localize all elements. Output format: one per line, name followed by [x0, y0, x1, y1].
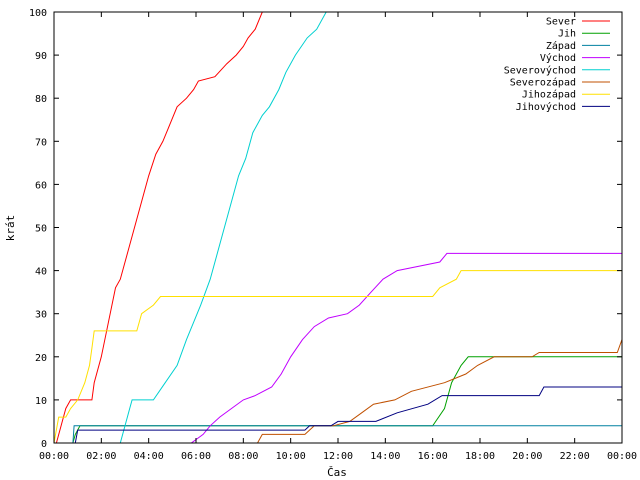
x-tick-label: 04:00 — [134, 451, 164, 462]
x-tick-label: 22:00 — [560, 451, 590, 462]
series-line-0 — [55, 12, 263, 443]
y-tick-label: 40 — [35, 267, 47, 278]
legend-label-4: Severovýchod — [504, 64, 576, 76]
y-tick-label: 100 — [29, 8, 47, 19]
y-axis-label: krát — [4, 215, 17, 242]
y-tick-label: 60 — [35, 180, 47, 191]
legend-label-0: Sever — [546, 17, 576, 28]
x-tick-label: 20:00 — [512, 451, 542, 462]
series-line-6 — [54, 270, 622, 443]
legend-label-7: Jihovýchod — [516, 101, 576, 113]
x-tick-label: 00:00 — [607, 451, 637, 462]
y-tick-label: 30 — [35, 310, 47, 321]
y-tick-label: 20 — [35, 353, 47, 364]
y-tick-label: 50 — [35, 224, 47, 235]
legend-label-3: Východ — [540, 52, 576, 64]
y-tick-label: 10 — [35, 396, 47, 407]
x-tick-label: 08:00 — [228, 451, 258, 462]
x-tick-label: 10:00 — [276, 451, 306, 462]
series-line-4 — [54, 12, 327, 443]
legend-label-1: Jih — [558, 29, 576, 40]
x-tick-label: 00:00 — [39, 451, 69, 462]
series-layer — [54, 12, 622, 443]
x-tick-label: 18:00 — [465, 451, 495, 462]
series-line-7 — [54, 386, 622, 443]
series-line-5 — [54, 339, 622, 443]
x-tick-label: 16:00 — [418, 451, 448, 462]
x-tick-label: 02:00 — [86, 451, 116, 462]
legend-label-5: Severozápad — [510, 77, 576, 89]
legend-label-2: Západ — [546, 40, 576, 52]
y-tick-label: 0 — [41, 439, 47, 450]
series-line-1 — [54, 356, 622, 443]
x-tick-label: 14:00 — [370, 451, 400, 462]
x-axis-label: Čas — [327, 466, 347, 479]
legend-label-6: Jihozápad — [522, 89, 576, 101]
series-line-2 — [54, 425, 622, 443]
axes-layer: 00:00 02:00 04:00 06:00 08:00 10:00 12:00 14:00… — [29, 8, 637, 462]
series-line-3 — [54, 252, 622, 443]
legend: SeverJihZápadVýchodSeverovýchodSeverozáp… — [504, 17, 610, 113]
x-tick-label: 12:00 — [323, 451, 353, 462]
y-tick-label: 90 — [35, 51, 47, 62]
y-tick-label: 80 — [35, 94, 47, 105]
x-tick-label: 06:00 — [181, 451, 211, 462]
y-tick-label: 70 — [35, 137, 47, 148]
